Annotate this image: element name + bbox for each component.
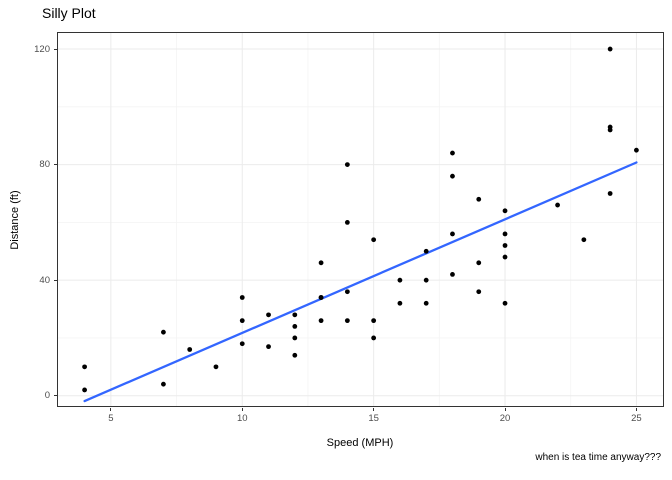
data-point <box>161 381 166 387</box>
data-point <box>344 289 350 295</box>
data-point <box>266 344 271 350</box>
data-point <box>161 329 166 335</box>
data-point <box>607 191 613 196</box>
data-point <box>450 271 455 277</box>
data-point <box>292 352 298 358</box>
data-point <box>502 254 508 260</box>
data-point <box>239 341 245 347</box>
data-point <box>292 335 298 341</box>
data-point <box>634 147 639 153</box>
y-tick-label: 40 <box>39 274 50 286</box>
y-axis-title: Distance (ft) <box>9 190 21 250</box>
data-point <box>318 260 324 266</box>
y-axis-tick <box>54 48 57 50</box>
data-point <box>476 260 482 266</box>
data-point <box>371 237 377 243</box>
data-point <box>502 300 508 306</box>
y-tick-label: 0 <box>44 390 50 402</box>
data-point <box>423 248 429 254</box>
data-point <box>423 277 429 283</box>
x-tick-label: 15 <box>368 413 379 424</box>
data-point <box>371 335 377 341</box>
data-point <box>82 364 87 370</box>
data-point <box>502 243 508 248</box>
plot-caption: when is tea time anyway??? <box>535 452 661 463</box>
x-tick-label: 5 <box>108 413 114 424</box>
data-point <box>344 318 350 324</box>
data-point <box>266 312 271 318</box>
chart-title: Silly Plot <box>42 5 96 21</box>
data-point <box>344 162 350 168</box>
data-point <box>292 323 298 329</box>
data-point <box>476 196 482 202</box>
y-axis-tick <box>54 279 57 281</box>
data-point <box>82 387 87 393</box>
x-axis-tick <box>241 408 243 411</box>
data-point <box>555 202 560 208</box>
x-axis-tick <box>373 408 375 411</box>
data-point <box>397 277 403 283</box>
data-point <box>318 295 324 300</box>
data-point <box>581 237 587 243</box>
plot-panel <box>57 32 664 407</box>
data-point <box>187 347 193 352</box>
data-point <box>450 231 455 237</box>
x-axis-tick <box>110 408 112 411</box>
trend-line <box>83 161 638 403</box>
data-point <box>607 46 613 52</box>
data-point <box>502 208 508 214</box>
data-point <box>239 318 245 324</box>
y-axis-tick <box>54 395 57 397</box>
data-point <box>476 289 482 295</box>
data-point <box>502 231 508 237</box>
x-tick-label: 20 <box>499 413 511 424</box>
y-axis-tick <box>54 164 57 166</box>
data-point <box>318 318 324 324</box>
data-point <box>239 295 245 300</box>
data-point <box>450 173 455 179</box>
data-point <box>397 300 403 306</box>
scatter-plot-canvas <box>57 32 664 407</box>
x-tick-label: 25 <box>631 413 642 424</box>
y-tick-label: 120 <box>34 43 50 55</box>
data-point <box>213 364 219 370</box>
panel-border <box>57 32 664 407</box>
data-point <box>371 318 377 324</box>
x-axis-tick <box>635 408 637 411</box>
data-point <box>423 300 429 306</box>
data-point <box>607 124 613 130</box>
x-axis-tick <box>504 408 506 411</box>
x-axis-title: Speed (MPH) <box>326 437 394 449</box>
data-point <box>344 219 350 225</box>
y-tick-label: 80 <box>39 159 50 171</box>
data-point <box>450 150 455 156</box>
x-tick-label: 10 <box>236 413 248 424</box>
data-point <box>292 312 298 318</box>
